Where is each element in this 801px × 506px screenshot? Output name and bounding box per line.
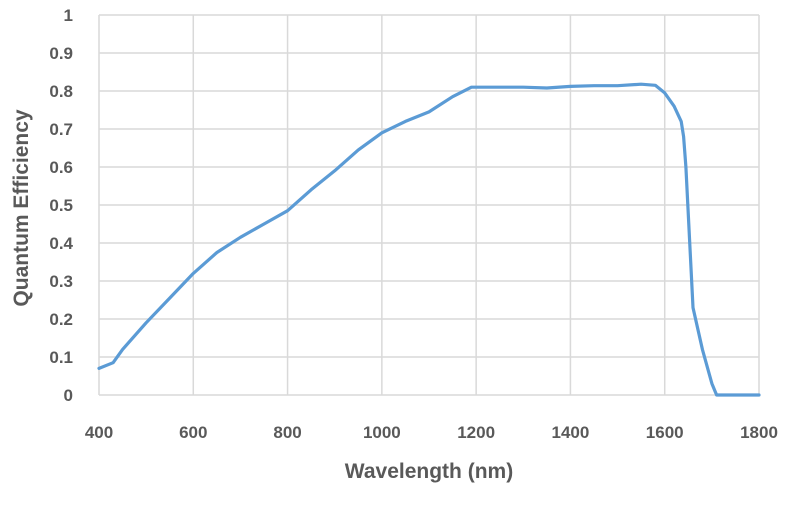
series-layer <box>97 82 761 397</box>
x-tick-label: 1400 <box>552 423 590 442</box>
grid-lines <box>98 14 760 396</box>
y-tick-label: 0.5 <box>49 196 73 215</box>
x-tick-label: 1800 <box>740 423 778 442</box>
y-tick-label: 0.1 <box>49 348 73 367</box>
x-tick-label: 1000 <box>363 423 401 442</box>
y-tick-label: 0.4 <box>49 234 73 253</box>
y-tick-label: 0.3 <box>49 272 73 291</box>
series-line <box>97 82 761 397</box>
x-tick-label: 600 <box>179 423 207 442</box>
y-tick-label: 0.7 <box>49 120 73 139</box>
y-tick-label: 1 <box>64 6 73 25</box>
y-tick-labels: 0 0.1 0.2 0.3 0.4 0.5 0.6 0.7 0.8 0.9 1 <box>49 6 73 405</box>
y-tick-label: 0.6 <box>49 158 73 177</box>
y-tick-label: 0.9 <box>49 44 73 63</box>
x-tick-label: 1200 <box>457 423 495 442</box>
y-axis-title: Quantum Efficiency <box>10 109 33 307</box>
y-tick-label: 0 <box>64 386 73 405</box>
x-axis-title: Wavelength (nm) <box>345 460 513 483</box>
y-tick-label: 0.8 <box>49 82 73 101</box>
x-tick-label: 1600 <box>646 423 684 442</box>
x-tick-label: 800 <box>273 423 301 442</box>
y-tick-label: 0.2 <box>49 310 73 329</box>
x-tick-labels: 400 600 800 1000 1200 1400 1600 1800 <box>85 423 778 442</box>
x-tick-label: 400 <box>85 423 113 442</box>
